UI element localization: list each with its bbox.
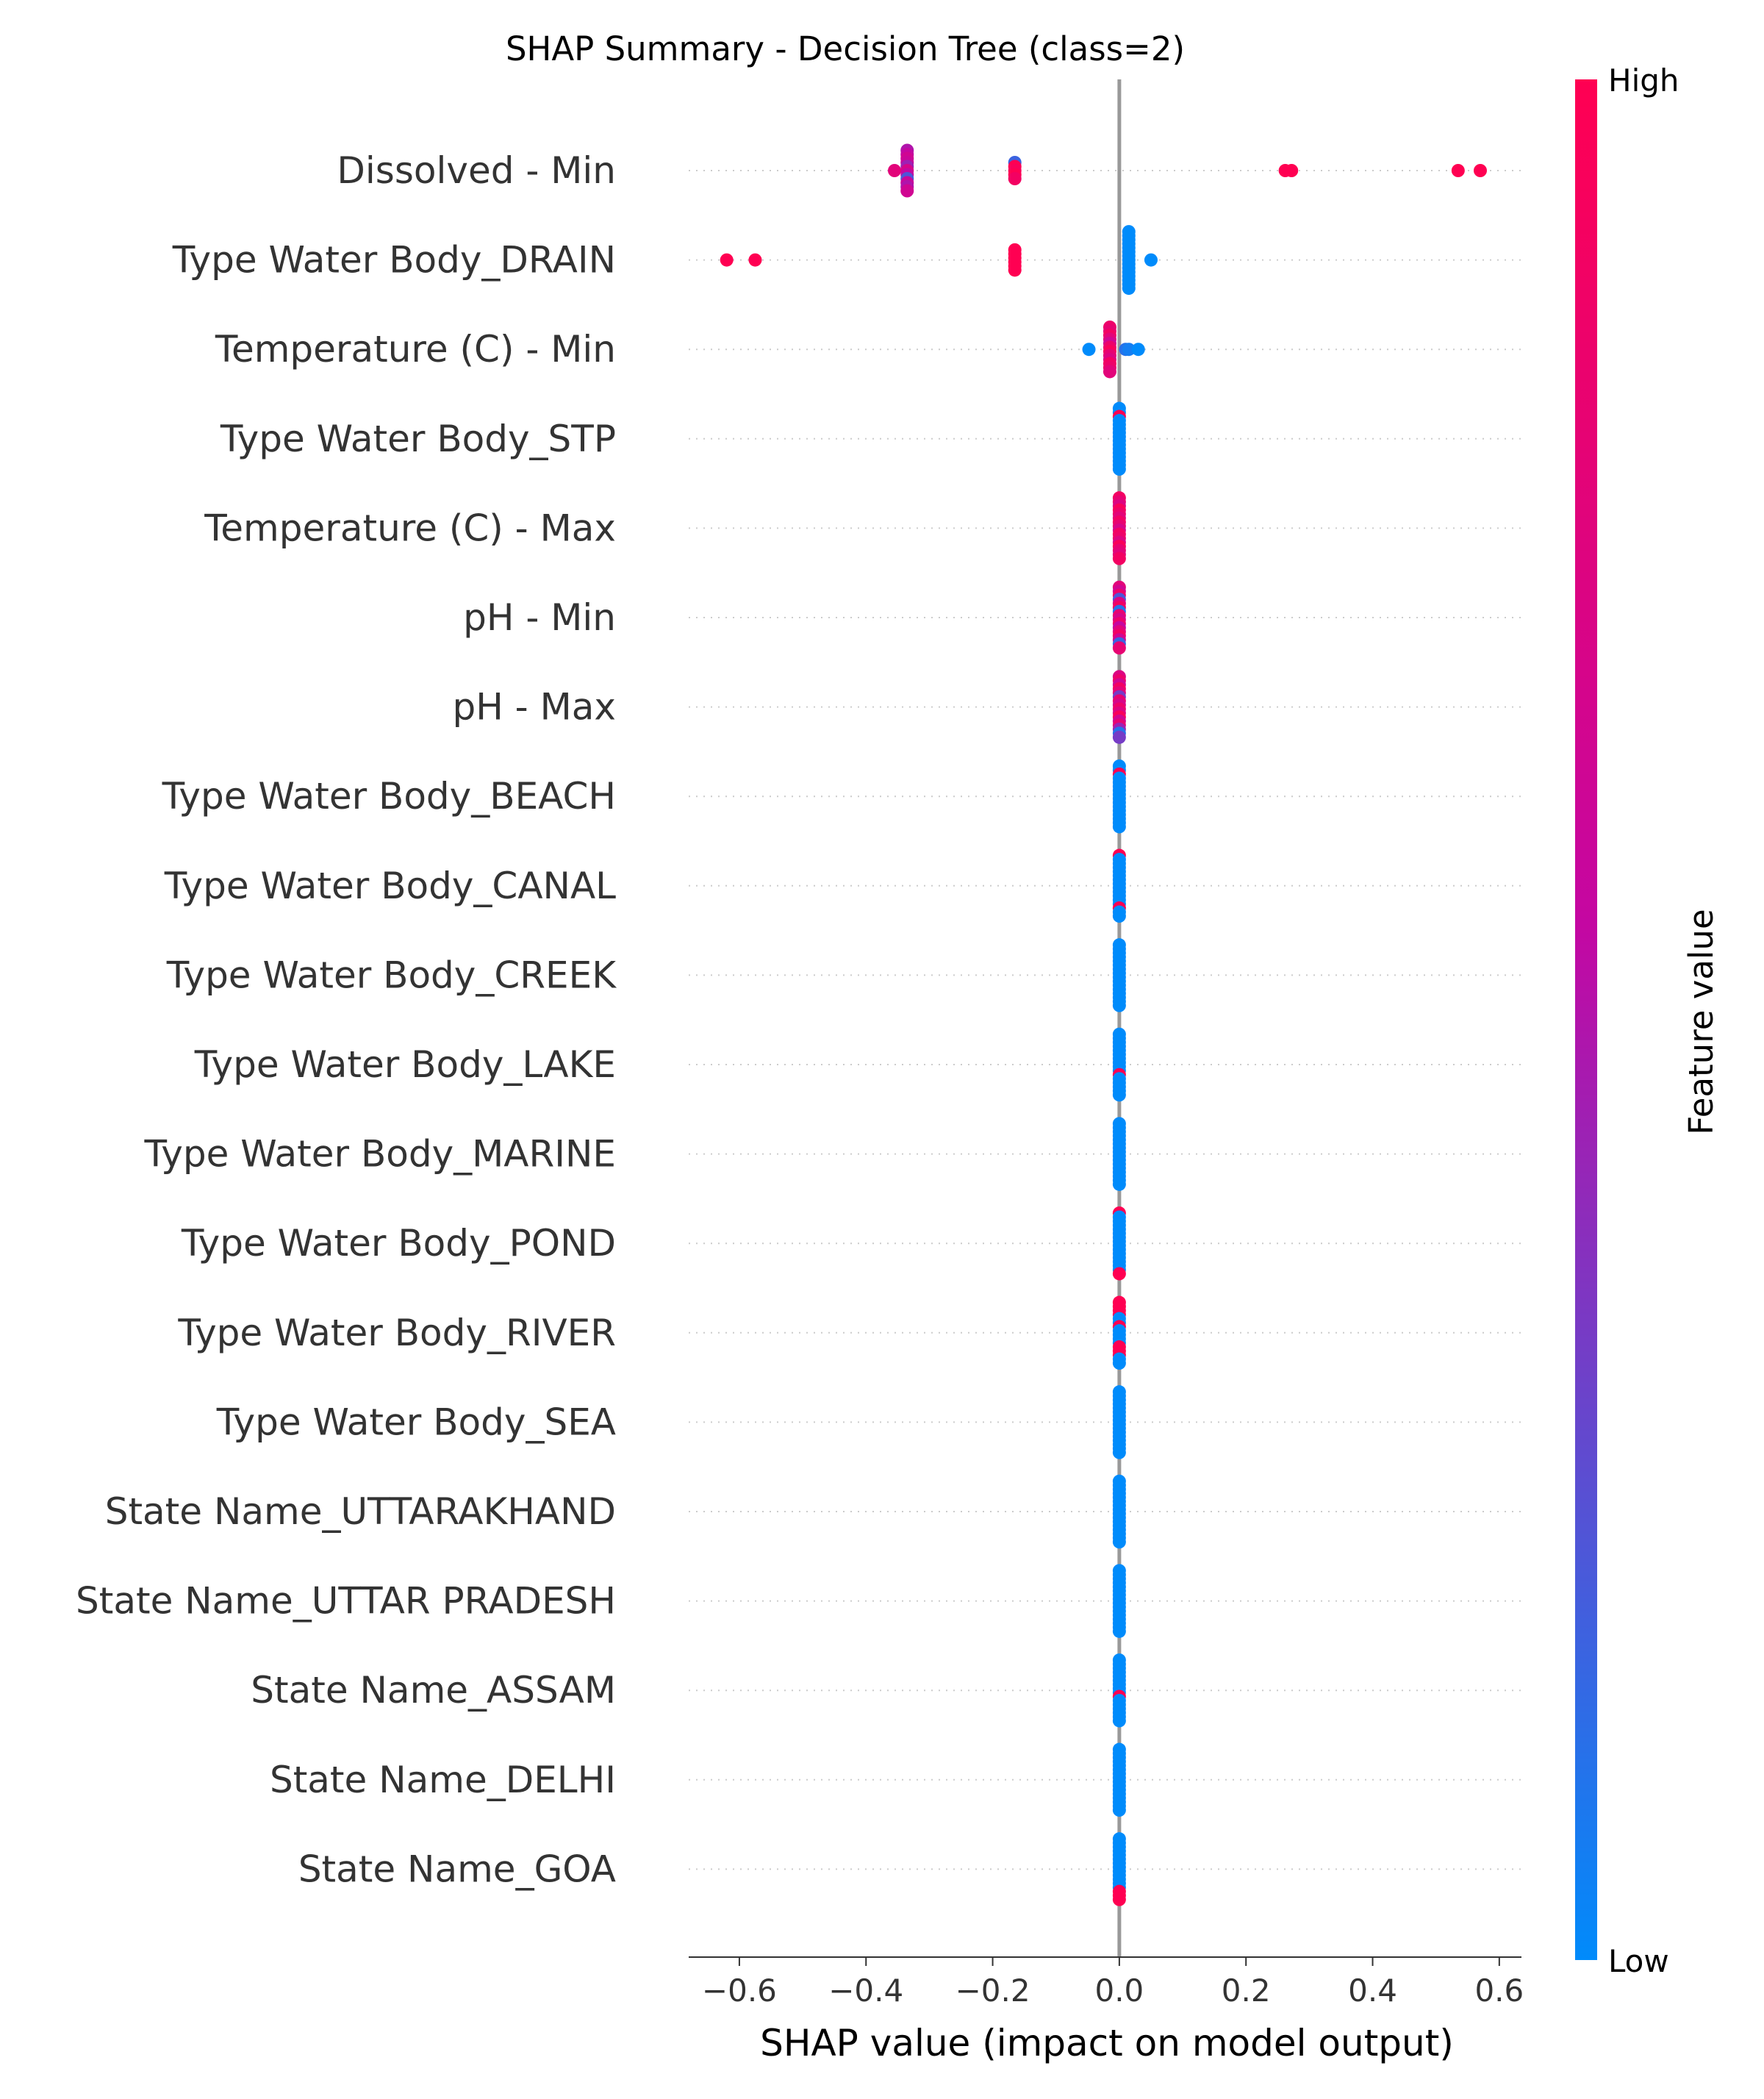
shap-point <box>1112 1892 1126 1906</box>
feature-label: State Name_UTTAR PRADESH <box>76 1580 616 1623</box>
feature-label: Type Water Body_CREEK <box>166 954 617 996</box>
shap-point <box>1473 164 1487 177</box>
colorbar-title: Feature value <box>1682 909 1721 1134</box>
feature-label: pH - Min <box>463 596 616 639</box>
feature-label: State Name_UTTARAKHAND <box>105 1490 616 1533</box>
shap-point <box>1112 1356 1126 1370</box>
shap-points <box>720 143 1487 1906</box>
shap-point <box>1122 343 1136 357</box>
feature-label: Type Water Body_BEACH <box>162 775 616 818</box>
feature-label: State Name_GOA <box>298 1848 616 1890</box>
x-tick-label: −0.2 <box>956 1973 1030 2009</box>
shap-point <box>1112 1088 1126 1102</box>
x-tick-label: 0.2 <box>1222 1973 1271 2009</box>
feature-label: Type Water Body_STP <box>220 418 616 460</box>
shap-point <box>1112 1535 1126 1549</box>
x-tick-label: 0.0 <box>1094 1973 1144 2009</box>
x-tick-label: −0.6 <box>702 1973 777 2009</box>
feature-label: Type Water Body_DRAIN <box>172 239 616 282</box>
shap-point <box>1122 282 1136 296</box>
shap-point <box>720 253 734 267</box>
shap-point <box>748 253 762 267</box>
feature-label: Dissolved - Min <box>337 149 616 192</box>
x-tick-label: −0.4 <box>828 1973 903 2009</box>
feature-label: Type Water Body_CANAL <box>164 865 616 907</box>
feature-label: State Name_DELHI <box>270 1759 616 1801</box>
colorbar <box>1575 79 1597 1960</box>
feature-label: Temperature (C) - Max <box>204 507 616 549</box>
shap-point <box>1112 730 1126 744</box>
feature-label: Type Water Body_MARINE <box>144 1133 616 1176</box>
feature-labels: Dissolved - Min Type Water Body_DRAIN Temp… <box>76 149 617 1890</box>
shap-point <box>1112 820 1126 834</box>
x-tick-label: 0.6 <box>1474 1973 1524 2009</box>
shap-point <box>1112 1177 1126 1191</box>
shap-point <box>1285 164 1299 177</box>
shap-point <box>1112 1624 1126 1638</box>
colorbar-high-label: High <box>1608 62 1679 99</box>
shap-point <box>1131 343 1145 357</box>
shap-point <box>900 184 914 198</box>
feature-label: pH - Max <box>452 686 616 729</box>
shap-point <box>1008 263 1022 277</box>
x-tick-label: 0.4 <box>1348 1973 1397 2009</box>
feature-label: Type Water Body_LAKE <box>194 1043 616 1086</box>
feature-label: Type Water Body_SEA <box>216 1401 616 1443</box>
shap-point <box>1112 998 1126 1012</box>
feature-label: Type Water Body_POND <box>181 1222 616 1265</box>
shap-point <box>1112 1803 1126 1817</box>
shap-point <box>888 164 902 177</box>
shap-point <box>1102 365 1116 379</box>
feature-label: Temperature (C) - Min <box>215 328 616 371</box>
shap-point <box>1112 1445 1126 1459</box>
shap-point <box>1112 641 1126 655</box>
shap-point <box>1451 164 1465 177</box>
shap-point <box>1008 172 1022 185</box>
shap-point <box>1112 462 1126 476</box>
shap-point <box>1112 1714 1126 1728</box>
shap-point <box>1112 909 1126 923</box>
shap-point <box>1112 1267 1126 1281</box>
shap-point <box>1112 551 1126 565</box>
chart-title: SHAP Summary - Decision Tree (class=2) <box>506 29 1185 68</box>
x-axis-label: SHAP value (impact on model output) <box>760 2022 1454 2064</box>
feature-label: State Name_ASSAM <box>251 1669 616 1712</box>
x-axis-ticks: −0.6 −0.4 −0.2 0.0 0.2 0.4 0.6 <box>702 1957 1524 2009</box>
colorbar-low-label: Low <box>1608 1943 1669 1979</box>
shap-point <box>1144 253 1158 267</box>
row-guides <box>689 170 1521 1870</box>
shap-point <box>1082 343 1096 357</box>
feature-label: Type Water Body_RIVER <box>177 1312 616 1354</box>
